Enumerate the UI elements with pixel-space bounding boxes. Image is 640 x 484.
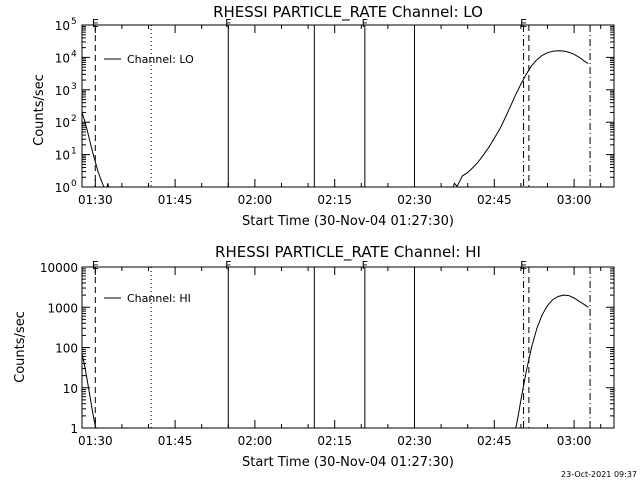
x-tick-label: 03:00 [557,193,592,207]
y-tick-label: 10 [55,19,70,33]
panel-lo-legend-label: Channel: LO [127,53,194,66]
panel-hi-title: RHESSI PARTICLE_RATE Channel: HI [215,243,481,262]
event-marker-label: F [362,17,368,30]
y-tick-exponent: 4 [71,49,77,59]
y-tick-exponent: 1 [71,147,77,157]
x-tick-label: 02:00 [238,434,273,448]
x-tick-label: 02:30 [397,434,432,448]
y-tick-label: 10 [55,181,70,195]
x-tick-label: 01:30 [78,434,113,448]
panel-hi-legend-label: Channel: HI [127,292,191,305]
event-marker-label: E [92,17,99,30]
series-line-segment [106,183,110,187]
x-tick-label: 02:45 [477,434,512,448]
panel-lo-frame [81,24,615,188]
x-tick-label: 02:30 [397,193,432,207]
x-tick-label: 02:45 [477,193,512,207]
x-tick-label: 03:00 [557,434,592,448]
event-marker-label: E [92,259,99,272]
x-tick-label: 01:45 [158,434,193,448]
y-tick-base: 10 [55,149,70,163]
series-line-segment [515,294,589,428]
y-tick-label: 1000 [47,301,78,315]
x-tick-label: 02:15 [317,434,352,448]
series-line-segment [452,50,589,187]
y-tick-label: 10 [55,84,70,98]
y-tick-base: 10 [55,116,70,130]
y-tick-base: 10 [55,181,70,195]
series-line-segment [82,112,105,187]
panel-hi-xlabel: Start Time (30-Nov-04 01:27:30) [242,455,454,470]
y-tick-exponent: 3 [71,82,77,92]
event-marker-label: F [225,259,231,272]
panel-lo-xlabel: Start Time (30-Nov-04 01:27:30) [242,214,454,229]
y-tick-base: 10 [55,84,70,98]
x-tick-label: 01:45 [158,193,193,207]
series-line-segment [82,353,97,428]
x-tick-label: 01:30 [78,193,113,207]
panel-lo-channel: RHESSI PARTICLE_RATE Channel: LO Start T… [32,3,615,229]
y-tick-label: 10 [55,51,70,65]
y-tick-exponent: 2 [71,114,77,124]
event-marker-label: E [520,259,527,272]
timestamp-footer: 23-Oct-2021 09:37 [561,470,637,479]
event-marker-label: E [520,17,527,30]
panel-lo-ylabel: Counts/sec [32,74,47,146]
y-tick-base: 10 [55,19,70,33]
y-tick-exponent: 5 [71,17,77,27]
y-tick-label: 100 [55,342,78,356]
y-tick-label: 1 [70,422,78,436]
panel-hi-channel: RHESSI PARTICLE_RATE Channel: HI Start T… [13,243,615,470]
y-tick-label: 10 [55,149,70,163]
panel-lo-title: RHESSI PARTICLE_RATE Channel: LO [213,3,483,22]
y-tick-label: 10 [63,382,78,396]
event-marker-label: F [225,17,231,30]
event-marker-label: F [362,259,368,272]
y-tick-label: 10000 [40,261,78,275]
x-tick-label: 02:15 [317,193,352,207]
y-tick-base: 10 [55,51,70,65]
y-tick-label: 10 [55,116,70,130]
x-tick-label: 02:00 [238,193,273,207]
panel-hi-ylabel: Counts/sec [13,311,28,383]
y-tick-exponent: 0 [71,179,77,189]
